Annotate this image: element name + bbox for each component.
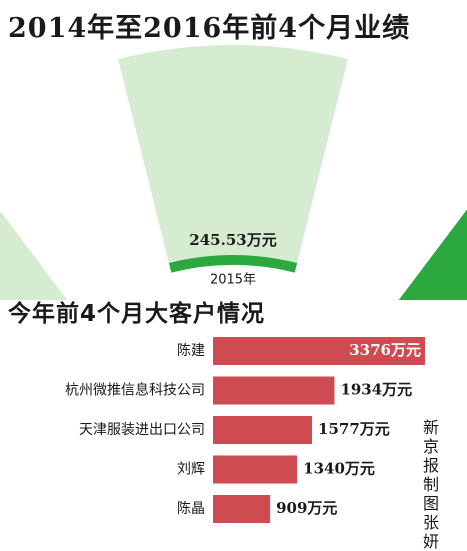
hbar-value-label: 1934万元 (340, 381, 412, 399)
top-chart-title: 2014年至2016年前4个月业绩 (8, 13, 411, 44)
hbar-category-label: 陈建 (177, 342, 205, 359)
hbar-category-label: 杭州微推信息科技公司 (65, 382, 205, 399)
hbar-bar (213, 416, 313, 444)
bottom-chart-title: 今年前4个月大客户情况 (8, 301, 266, 327)
credit-text: 新京报制图张妍 (423, 418, 440, 551)
hbar-bar (213, 337, 425, 365)
hbar-value-label: 1577万元 (318, 420, 390, 438)
hbar-value-label: 909万元 (276, 499, 337, 517)
fan-value-label: 245.53万元 (189, 231, 276, 249)
fan-segment-bg (118, 44, 348, 273)
hbar-category-label: 天津服装进出口公司 (79, 422, 205, 438)
hbar-bar (213, 376, 335, 405)
fan-chart: -23.3万元2014245.53万元2015年4449.8万元2016年前四个… (0, 44, 467, 300)
hbar-value-label: 1340万元 (303, 460, 375, 478)
hbar-bar (213, 455, 298, 484)
hbar-category-label: 刘辉 (177, 462, 205, 478)
hbar-category-label: 陈晶 (177, 500, 205, 517)
fan-category-label: 2015年 (210, 273, 256, 288)
fan-value-fill (398, 209, 467, 300)
hbar-value-label: 3376万元 (349, 341, 421, 359)
hbar-bar (213, 495, 271, 523)
fan-value-fill (168, 255, 298, 273)
fan-segment-bg (0, 210, 68, 300)
